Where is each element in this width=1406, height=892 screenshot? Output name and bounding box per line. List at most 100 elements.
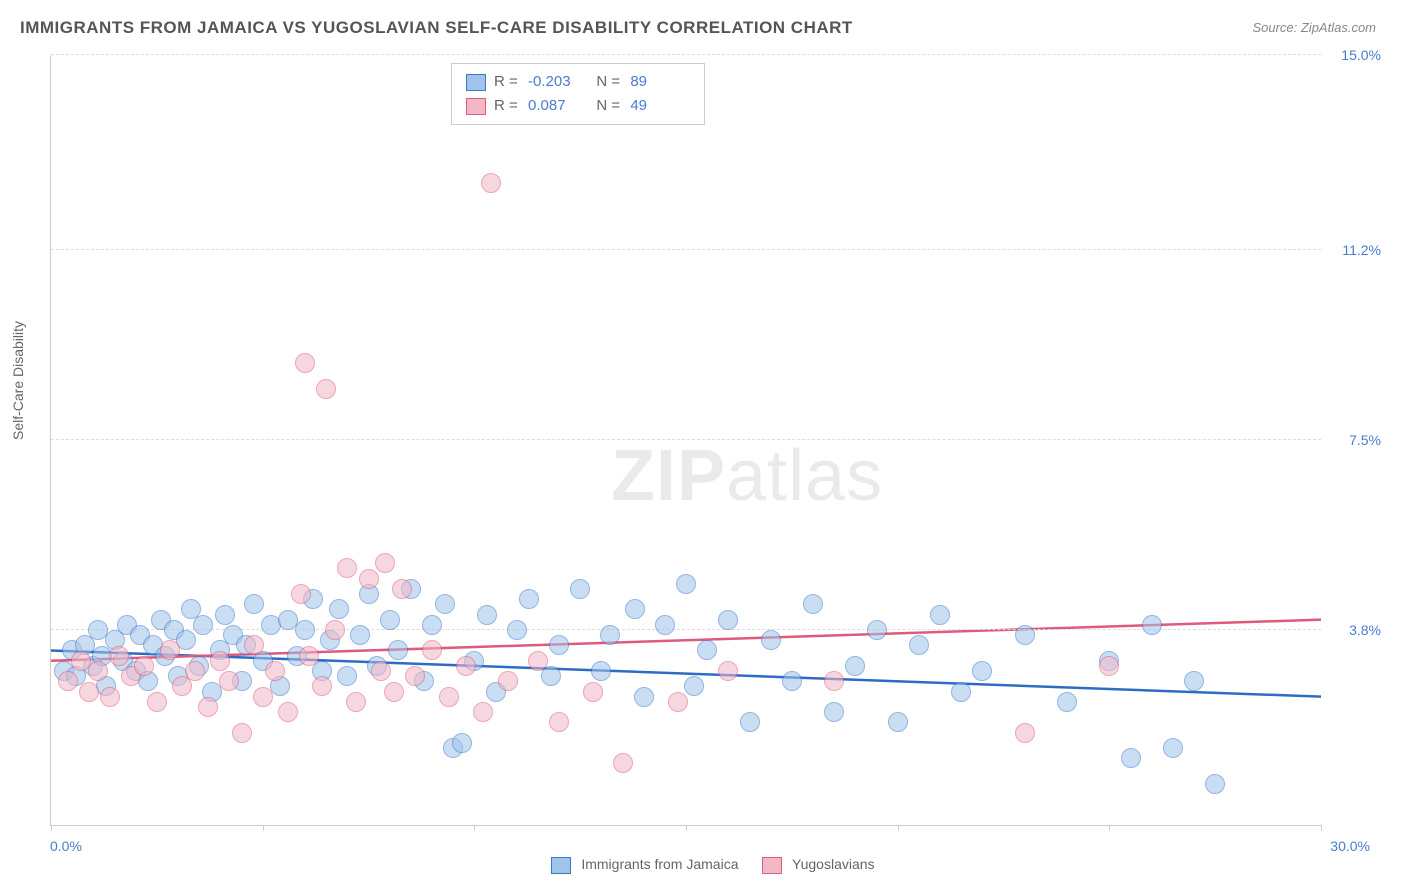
scatter-point-series-2 bbox=[337, 558, 357, 578]
scatter-point-series-2 bbox=[583, 682, 603, 702]
scatter-point-series-1 bbox=[867, 620, 887, 640]
scatter-point-series-2 bbox=[198, 697, 218, 717]
scatter-point-series-1 bbox=[697, 640, 717, 660]
scatter-point-series-1 bbox=[1057, 692, 1077, 712]
scatter-point-series-2 bbox=[405, 666, 425, 686]
stats-row: R =0.087 N =49 bbox=[466, 94, 690, 118]
stats-r-label: R = bbox=[494, 70, 528, 94]
scatter-point-series-2 bbox=[312, 676, 332, 696]
scatter-point-series-2 bbox=[1099, 656, 1119, 676]
scatter-point-series-2 bbox=[185, 661, 205, 681]
scatter-point-series-2 bbox=[278, 702, 298, 722]
scatter-point-series-1 bbox=[972, 661, 992, 681]
scatter-point-series-2 bbox=[134, 656, 154, 676]
stats-n-value: 89 bbox=[630, 70, 690, 94]
scatter-point-series-1 bbox=[782, 671, 802, 691]
scatter-point-series-1 bbox=[625, 599, 645, 619]
plot-area: ZIPatlas R =-0.203 N =89R =0.087 N =49 3… bbox=[50, 55, 1321, 826]
bottom-legend: Immigrants from Jamaica Yugoslavians bbox=[0, 856, 1406, 874]
scatter-point-series-1 bbox=[761, 630, 781, 650]
scatter-point-series-2 bbox=[253, 687, 273, 707]
scatter-point-series-2 bbox=[100, 687, 120, 707]
y-tick-label: 15.0% bbox=[1341, 47, 1381, 63]
scatter-point-series-2 bbox=[295, 353, 315, 373]
scatter-point-series-1 bbox=[422, 615, 442, 635]
x-axis-min-label: 0.0% bbox=[50, 838, 82, 854]
scatter-point-series-2 bbox=[88, 661, 108, 681]
scatter-point-series-1 bbox=[1121, 748, 1141, 768]
scatter-point-series-2 bbox=[824, 671, 844, 691]
stats-n-label: N = bbox=[596, 70, 630, 94]
source-attribution: Source: ZipAtlas.com bbox=[1252, 20, 1376, 35]
scatter-point-series-2 bbox=[58, 671, 78, 691]
scatter-point-series-2 bbox=[439, 687, 459, 707]
scatter-point-series-1 bbox=[541, 666, 561, 686]
scatter-point-series-1 bbox=[1205, 774, 1225, 794]
scatter-point-series-1 bbox=[676, 574, 696, 594]
stats-r-value: 0.087 bbox=[528, 94, 588, 118]
stats-swatch bbox=[466, 98, 486, 115]
scatter-point-series-2 bbox=[1015, 723, 1035, 743]
x-tick bbox=[1321, 825, 1322, 831]
scatter-point-series-2 bbox=[147, 692, 167, 712]
scatter-point-series-1 bbox=[570, 579, 590, 599]
scatter-point-series-1 bbox=[295, 620, 315, 640]
scatter-point-series-1 bbox=[1142, 615, 1162, 635]
scatter-point-series-2 bbox=[325, 620, 345, 640]
x-tick bbox=[474, 825, 475, 831]
scatter-point-series-2 bbox=[422, 640, 442, 660]
grid-line bbox=[51, 54, 1321, 55]
scatter-point-series-2 bbox=[210, 651, 230, 671]
stats-r-label: R = bbox=[494, 94, 528, 118]
scatter-point-series-1 bbox=[507, 620, 527, 640]
scatter-point-series-2 bbox=[384, 682, 404, 702]
scatter-point-series-2 bbox=[392, 579, 412, 599]
scatter-point-series-1 bbox=[718, 610, 738, 630]
grid-line bbox=[51, 439, 1321, 440]
scatter-point-series-2 bbox=[481, 173, 501, 193]
legend-swatch-2 bbox=[762, 857, 782, 874]
scatter-point-series-1 bbox=[519, 589, 539, 609]
scatter-point-series-1 bbox=[435, 594, 455, 614]
scatter-point-series-1 bbox=[803, 594, 823, 614]
x-tick bbox=[686, 825, 687, 831]
scatter-point-series-2 bbox=[613, 753, 633, 773]
x-axis-max-label: 30.0% bbox=[1330, 838, 1370, 854]
x-tick bbox=[51, 825, 52, 831]
stats-row: R =-0.203 N =89 bbox=[466, 70, 690, 94]
x-tick bbox=[263, 825, 264, 831]
scatter-point-series-1 bbox=[888, 712, 908, 732]
scatter-point-series-1 bbox=[824, 702, 844, 722]
stats-legend-box: R =-0.203 N =89R =0.087 N =49 bbox=[451, 63, 705, 125]
grid-line bbox=[51, 249, 1321, 250]
scatter-point-series-2 bbox=[109, 646, 129, 666]
scatter-point-series-1 bbox=[244, 594, 264, 614]
scatter-point-series-2 bbox=[291, 584, 311, 604]
scatter-point-series-1 bbox=[1015, 625, 1035, 645]
legend-swatch-1 bbox=[551, 857, 571, 874]
scatter-point-series-2 bbox=[473, 702, 493, 722]
scatter-point-series-2 bbox=[528, 651, 548, 671]
scatter-point-series-1 bbox=[477, 605, 497, 625]
stats-n-label: N = bbox=[596, 94, 630, 118]
scatter-point-series-1 bbox=[655, 615, 675, 635]
scatter-point-series-1 bbox=[176, 630, 196, 650]
scatter-point-series-1 bbox=[549, 635, 569, 655]
scatter-point-series-1 bbox=[845, 656, 865, 676]
scatter-point-series-1 bbox=[951, 682, 971, 702]
scatter-point-series-2 bbox=[456, 656, 476, 676]
watermark-bold: ZIP bbox=[611, 436, 726, 516]
scatter-point-series-1 bbox=[634, 687, 654, 707]
scatter-point-series-2 bbox=[244, 635, 264, 655]
x-tick bbox=[1109, 825, 1110, 831]
scatter-point-series-2 bbox=[718, 661, 738, 681]
scatter-point-series-1 bbox=[388, 640, 408, 660]
scatter-point-series-2 bbox=[498, 671, 518, 691]
scatter-point-series-1 bbox=[591, 661, 611, 681]
watermark-light: atlas bbox=[726, 436, 883, 516]
scatter-point-series-1 bbox=[684, 676, 704, 696]
scatter-point-series-1 bbox=[380, 610, 400, 630]
stats-n-value: 49 bbox=[630, 94, 690, 118]
scatter-point-series-2 bbox=[299, 646, 319, 666]
scatter-point-series-1 bbox=[909, 635, 929, 655]
